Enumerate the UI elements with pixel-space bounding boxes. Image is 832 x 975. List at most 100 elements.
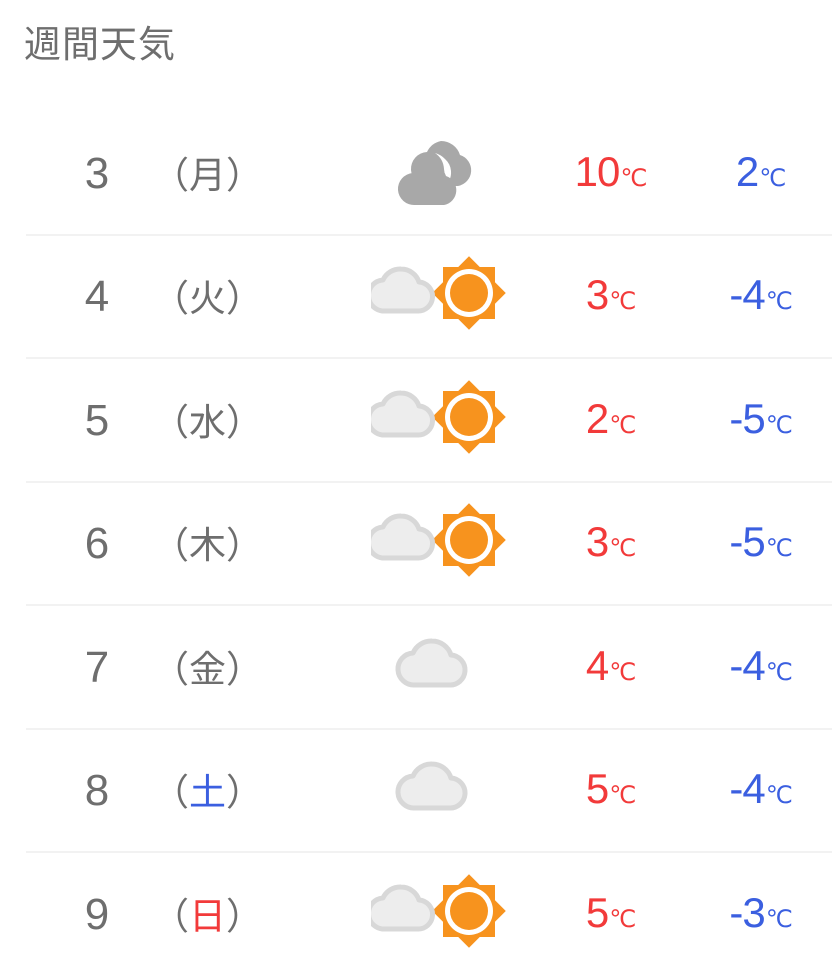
weekday-char: 金	[189, 648, 226, 690]
high-temperature: 3℃	[536, 271, 686, 319]
forecast-row[interactable]: 5 （水） 2℃ -5℃	[0, 357, 832, 481]
high-temp-value: 2	[585, 394, 609, 442]
cloud-icon	[371, 513, 436, 561]
weekday-close-paren: ）	[226, 154, 263, 196]
low-temp-unit: ℃	[759, 164, 787, 192]
weather-icon-cell	[346, 110, 536, 234]
cloud-icon	[371, 390, 436, 438]
low-temp-unit: ℃	[765, 288, 793, 316]
weekday-open-paren: （	[152, 772, 189, 814]
high-temp-unit: ℃	[609, 782, 637, 810]
cloud-light-icon	[395, 761, 468, 811]
high-temperature: 10℃	[536, 148, 686, 196]
weekday-close-paren: ）	[226, 772, 263, 814]
day-number: 7	[84, 642, 110, 692]
low-temperature: -4℃	[686, 642, 832, 690]
day-number: 6	[84, 519, 110, 569]
high-temperature: 5℃	[536, 889, 686, 937]
weekday-label: （木）	[152, 515, 263, 569]
weekday-close-paren: ）	[226, 525, 263, 567]
day-number: 4	[84, 272, 110, 322]
low-temperature: -4℃	[686, 765, 832, 813]
date-cell: 8 （土）	[26, 762, 346, 816]
date-cell: 7 （金）	[26, 639, 346, 693]
weekday-label: （日）	[152, 886, 263, 940]
low-temp-value: -3	[729, 888, 765, 936]
low-temperature: -3℃	[686, 889, 832, 937]
date-cell: 5 （水）	[26, 392, 346, 446]
weekday-open-paren: （	[152, 648, 189, 690]
page-title: 週間天気	[24, 24, 176, 65]
weather-icon-cell	[346, 357, 536, 481]
high-temperature: 2℃	[536, 395, 686, 443]
weather-icon-cell	[346, 234, 536, 358]
cloudy-icon	[397, 140, 472, 205]
weekday-char: 水	[189, 401, 226, 443]
forecast-row[interactable]: 4 （火） 3℃ -4℃	[0, 233, 832, 358]
high-temp-value: 3	[585, 271, 609, 319]
weather-icon-cell	[346, 728, 536, 852]
low-temp-value: -4	[729, 765, 765, 813]
weekday-close-paren: ）	[226, 895, 263, 937]
weekday-char: 木	[189, 525, 226, 567]
weekday-open-paren: （	[152, 154, 189, 196]
weekday-label: （金）	[152, 639, 263, 693]
high-temp-value: 5	[585, 765, 609, 813]
low-temperature: -4℃	[686, 271, 832, 319]
low-temp-value: -4	[729, 271, 765, 319]
sun-icon	[432, 503, 506, 578]
forecast-row[interactable]: 6 （木） 3℃ -5℃	[0, 480, 832, 605]
day-number: 9	[84, 889, 110, 939]
forecast-row[interactable]: 9 （日） 5℃ -3℃	[0, 851, 832, 975]
weekday-open-paren: （	[152, 895, 189, 937]
cloud-icon	[371, 266, 436, 314]
high-temperature: 5℃	[536, 765, 686, 813]
high-temp-unit: ℃	[609, 905, 637, 933]
forecast-row[interactable]: 8 （土） 5℃ -4℃	[0, 727, 832, 852]
forecast-row[interactable]: 3 （月） 10℃ 2℃	[0, 110, 832, 234]
date-cell: 9 （日）	[26, 886, 346, 940]
high-temp-unit: ℃	[609, 658, 637, 686]
high-temperature: 3℃	[536, 518, 686, 566]
weekday-open-paren: （	[152, 525, 189, 567]
high-temp-unit: ℃	[609, 288, 637, 316]
cloudy-then-sunny-icon	[371, 873, 506, 948]
sun-icon	[432, 256, 506, 331]
day-number: 3	[84, 148, 110, 198]
cloudy-then-sunny-icon	[371, 503, 506, 578]
low-temperature: -5℃	[686, 518, 832, 566]
forecast-row[interactable]: 7 （金） 4℃ -4℃	[0, 604, 832, 728]
high-temp-unit: ℃	[620, 164, 648, 192]
weather-icon-cell	[346, 604, 536, 728]
high-temp-unit: ℃	[609, 535, 637, 563]
weekday-close-paren: ）	[226, 278, 263, 320]
weekday-label: （土）	[152, 762, 263, 816]
cloud-icon	[371, 884, 436, 932]
date-cell: 4 （火）	[26, 268, 346, 322]
weather-icon-cell	[346, 481, 536, 605]
day-number: 5	[84, 395, 110, 445]
high-temperature: 4℃	[536, 642, 686, 690]
high-temp-value: 4	[585, 641, 609, 689]
weekday-label: （月）	[152, 145, 263, 199]
day-number: 8	[84, 766, 110, 816]
weekday-open-paren: （	[152, 401, 189, 443]
weekday-label: （水）	[152, 392, 263, 446]
low-temp-value: -5	[729, 394, 765, 442]
sun-icon	[432, 379, 506, 454]
cloudy-then-sunny-icon	[371, 256, 506, 331]
weekday-char: 日	[189, 895, 226, 937]
low-temp-value: 2	[735, 147, 759, 195]
date-cell: 6 （木）	[26, 515, 346, 569]
low-temp-value: -4	[729, 641, 765, 689]
high-temp-unit: ℃	[609, 411, 637, 439]
date-cell: 3 （月）	[26, 145, 346, 199]
cloud-light-icon	[395, 638, 468, 688]
weather-icon-cell	[346, 851, 536, 975]
high-temp-value: 10	[574, 147, 621, 195]
weekday-open-paren: （	[152, 278, 189, 320]
weekday-char: 月	[189, 154, 226, 196]
low-temp-unit: ℃	[765, 782, 793, 810]
low-temp-value: -5	[729, 518, 765, 566]
low-temperature: -5℃	[686, 395, 832, 443]
